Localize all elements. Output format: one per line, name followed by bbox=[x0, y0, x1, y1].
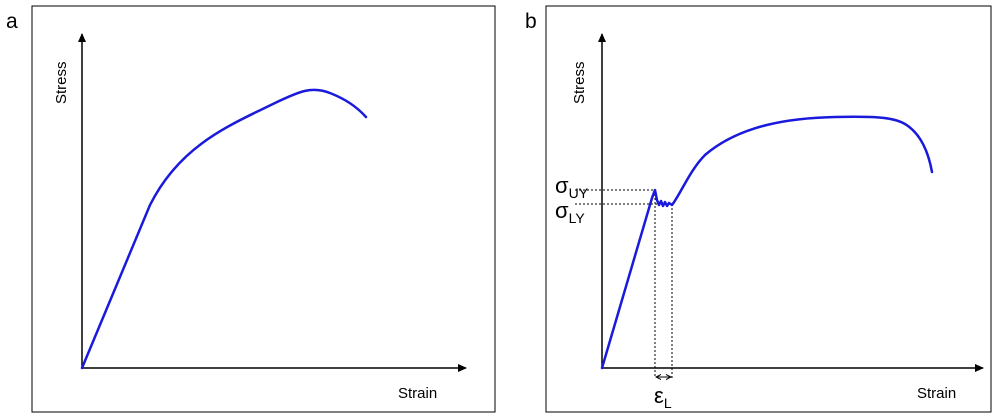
panel-b-frame bbox=[545, 5, 992, 413]
panel-b-y-axis-label: Stress bbox=[571, 61, 588, 104]
panel-b-stress-strain-curve bbox=[600, 115, 934, 370]
panel-a-frame bbox=[31, 5, 496, 413]
lower-yield-label: σLY bbox=[555, 198, 585, 226]
luders-strain-label: εL bbox=[654, 383, 672, 411]
panel-a: a Stress Strain bbox=[6, 5, 496, 413]
panel-b-x-axis-label: Strain bbox=[917, 385, 956, 402]
upper-yield-symbol: σ bbox=[555, 173, 569, 198]
upper-yield-subscript: UY bbox=[569, 185, 589, 201]
panel-b-tag: b bbox=[525, 10, 537, 33]
panel-a-x-axis-label: Strain bbox=[398, 385, 437, 402]
upper-yield-label: σUY bbox=[555, 173, 589, 201]
panel-a-y-axis-label: Stress bbox=[53, 61, 70, 104]
lower-yield-symbol: σ bbox=[555, 198, 569, 223]
luders-strain-subscript: L bbox=[664, 395, 672, 411]
luders-strain-symbol: ε bbox=[654, 383, 664, 408]
panel-a-tag: a bbox=[6, 10, 18, 33]
panel-a-stress-strain-curve bbox=[80, 88, 368, 370]
lower-yield-subscript: LY bbox=[569, 210, 586, 226]
panel-b: b Stress Strain σUY σLY εL bbox=[525, 5, 992, 413]
